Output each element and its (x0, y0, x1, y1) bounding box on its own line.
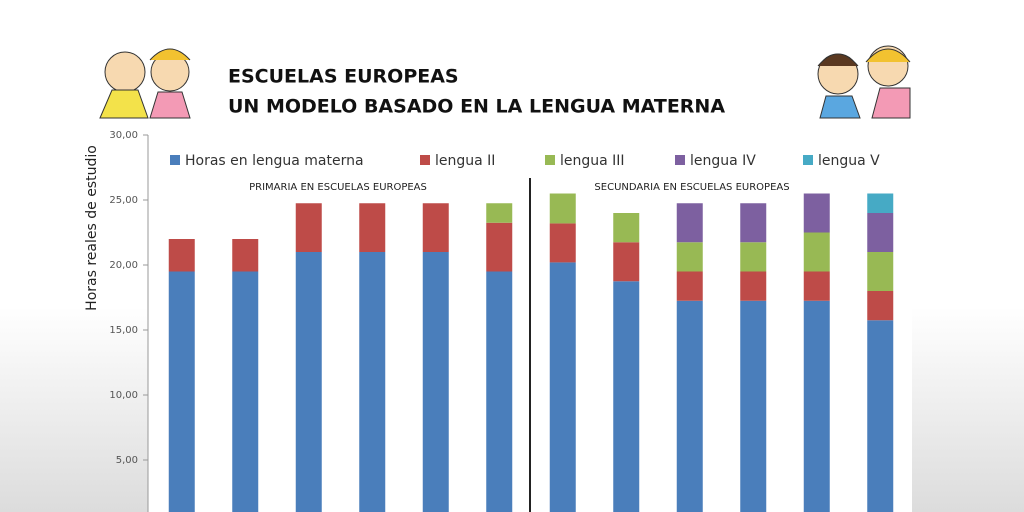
bar-segment (613, 281, 640, 512)
bar-segment (676, 300, 703, 512)
y-tick-label: 30,00 (109, 130, 138, 141)
bar-segment (295, 203, 322, 252)
bar-segment (168, 239, 195, 272)
bar-segment (867, 252, 894, 291)
bar-segment (295, 252, 322, 512)
bar-segment (867, 193, 894, 213)
bar-segment (676, 271, 703, 301)
legend-swatch (545, 155, 555, 165)
legend-label: lengua V (818, 153, 880, 169)
bar-segment (549, 262, 576, 512)
bar-segment (613, 213, 640, 243)
bar-segment (486, 271, 513, 512)
bar-segment (803, 300, 830, 512)
kids-left (99, 48, 191, 119)
bar-segment (867, 213, 894, 252)
bar-segment (740, 242, 767, 272)
bar-segment (549, 193, 576, 224)
y-tick-label: 15,00 (109, 325, 138, 336)
legend-label: Horas en lengua materna (185, 153, 364, 169)
bar-segment (803, 193, 830, 233)
annotation: SECUNDARIA EN ESCUELAS EUROPEAS (594, 182, 789, 193)
bar-segment (486, 222, 513, 272)
bar-segment (486, 203, 513, 223)
annotation: PRIMARIA EN ESCUELAS EUROPEAS (249, 182, 427, 193)
legend-swatch (675, 155, 685, 165)
bar-segment (740, 300, 767, 512)
bar-segment (359, 252, 386, 512)
bar-segment (740, 203, 767, 243)
bar-segment (232, 239, 259, 272)
y-axis-label: Horas reales de estudio (84, 145, 100, 311)
y-tick-label: 25,00 (109, 195, 138, 206)
legend-swatch (170, 155, 180, 165)
bar-segment (422, 203, 449, 252)
kids-right (817, 45, 911, 119)
legend-label: lengua II (435, 153, 495, 169)
legend-swatch (803, 155, 813, 165)
bar-segment (867, 291, 894, 321)
bar-segment (740, 271, 767, 301)
bar-segment (676, 203, 703, 243)
bar-segment (168, 271, 195, 512)
legend-label: lengua III (560, 153, 625, 169)
y-tick-label: 20,00 (109, 260, 138, 271)
bar-segment (549, 223, 576, 263)
legend-label: lengua IV (690, 153, 756, 169)
y-tick-label: 10,00 (109, 390, 138, 401)
chart-title: ESCUELAS EUROPEAS (228, 66, 459, 88)
bar-segment (803, 232, 830, 272)
bar-segment (676, 242, 703, 272)
bar-segment (867, 320, 894, 512)
bar-segment (359, 203, 386, 252)
legend-swatch (420, 155, 430, 165)
y-tick-label: 5,00 (116, 455, 138, 466)
bar-segment (232, 271, 259, 512)
bar-segment (422, 252, 449, 512)
bar-segment (613, 242, 640, 282)
bar-segment (803, 271, 830, 301)
chart-subtitle: UN MODELO BASADO EN LA LENGUA MATERNA (228, 96, 725, 118)
